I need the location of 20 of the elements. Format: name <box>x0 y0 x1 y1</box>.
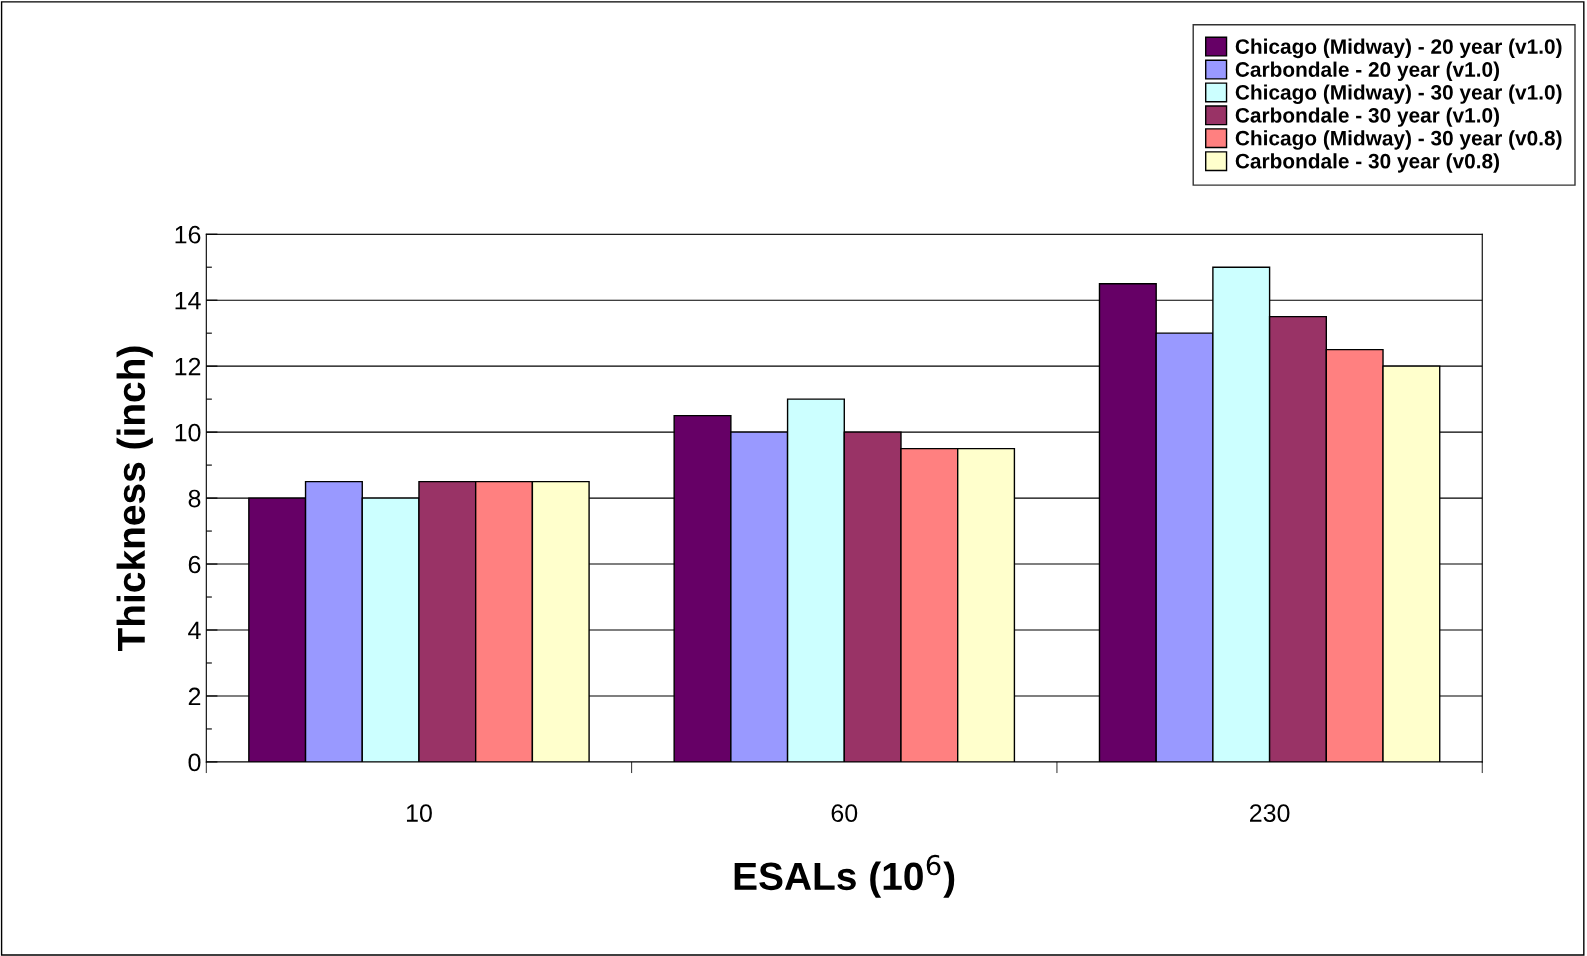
legend-label: Carbondale - 30 year (v0.8) <box>1235 153 1499 173</box>
y-tick-label: 4 <box>188 621 201 640</box>
x-tick-label: 10 <box>406 804 432 822</box>
y-tick-label: 0 <box>188 753 201 772</box>
x-tick-label: 60 <box>831 804 858 822</box>
legend-label: Carbondale - 20 year (v1.0) <box>1235 61 1499 81</box>
y-tick-label: 12 <box>175 357 201 376</box>
y-tick-label: 10 <box>175 423 201 442</box>
y-tick-label: 8 <box>188 489 201 508</box>
x-axis-title: ESALs (10$^{6}$) <box>734 854 955 898</box>
y-axis-title: Thickness (inch) <box>116 346 153 652</box>
y-tick-label: 6 <box>188 555 201 574</box>
y-tick-label: 14 <box>175 292 201 310</box>
y-tick-label: 16 <box>175 225 201 244</box>
legend-label: Chicago (Midway) - 20 year (v1.0) <box>1235 38 1562 59</box>
legend-label: Carbondale - 30 year (v1.0) <box>1235 107 1499 127</box>
x-tick-label: 230 <box>1250 804 1290 822</box>
legend-label: Chicago (Midway) - 30 year (v0.8) <box>1235 130 1562 150</box>
legend-label: Chicago (Midway) - 30 year (v1.0) <box>1235 84 1562 104</box>
y-tick-label: 2 <box>188 687 201 706</box>
